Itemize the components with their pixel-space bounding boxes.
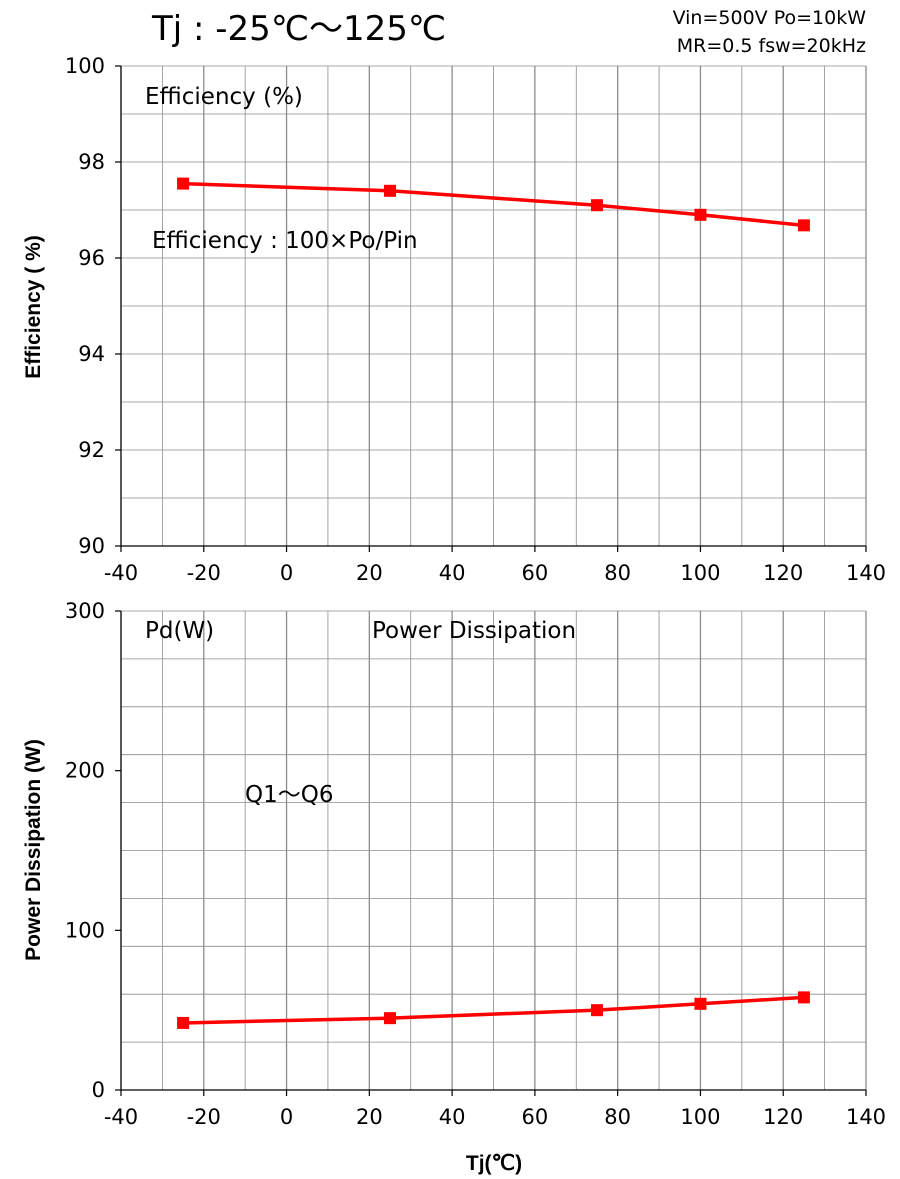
x-tick-label: 100 (680, 1105, 720, 1129)
y-tick-label: 94 (78, 342, 105, 366)
x-tick-label: 60 (522, 1105, 549, 1129)
x-tick-label: 140 (846, 561, 886, 585)
x-tick-label: -20 (187, 561, 221, 585)
efficiency-data-point (177, 177, 190, 190)
conditions-line-1: Vin=500V Po=10kW (673, 7, 867, 29)
x-tick-label: 40 (439, 561, 466, 585)
power-dissipation-data-point (694, 997, 707, 1010)
power-dissipation-panel: 0 100 200 300 -40 -20 0 20 40 60 80 100 120 140 Pd(W) P… (65, 599, 886, 1129)
power-dissipation-data-point (797, 991, 810, 1004)
x-tick-label: 60 (522, 561, 549, 585)
chart-annotation: Pd(W) (145, 618, 214, 644)
chart-annotation: Power Dissipation (372, 618, 576, 644)
chart-title: Tj : -25℃～125℃ (151, 9, 446, 49)
power-dissipation-data-point (177, 1016, 190, 1029)
y-tick-label: 100 (65, 918, 105, 942)
efficiency-panel: 90 92 94 96 98 100 -40 -20 0 20 40 60 80 100 120 140 Eff… (65, 54, 886, 585)
x-tick-label: 100 (680, 561, 720, 585)
x-tick-label: 20 (356, 561, 383, 585)
y-tick-label: 0 (92, 1078, 105, 1102)
x-tick-label: 80 (604, 561, 631, 585)
x-tick-label: 40 (439, 1105, 466, 1129)
x-tick-label: 0 (280, 561, 293, 585)
x-tick-label: 80 (604, 1105, 631, 1129)
y-tick-label: 98 (78, 150, 105, 174)
conditions-line-2: MR=0.5 fsw=20kHz (677, 35, 866, 57)
y-tick-label: 300 (65, 599, 105, 623)
power-dissipation-data-point (590, 1004, 603, 1017)
y-tick-label: 96 (78, 246, 105, 270)
efficiency-data-point (384, 184, 397, 197)
x-tick-label: 20 (356, 1105, 383, 1129)
chart-annotation: Q1～Q6 (245, 782, 333, 808)
y-tick-label: 200 (65, 759, 105, 783)
chart-annotation: Efficiency (%) (145, 84, 303, 110)
power-dissipation-y-axis-label: Power Dissipation (W) (22, 739, 45, 961)
x-tick-label: -40 (104, 1105, 138, 1129)
efficiency-y-axis-label: Efficiency ( %) (22, 235, 45, 379)
efficiency-data-point (694, 208, 707, 221)
y-tick-label: 90 (78, 534, 105, 558)
x-tick-label: 120 (763, 1105, 803, 1129)
x-tick-label: -40 (104, 561, 138, 585)
y-tick-label: 100 (65, 54, 105, 78)
chart-annotation: Efficiency : 100×Po/Pin (152, 228, 418, 254)
power-dissipation-data-point (384, 1012, 397, 1025)
efficiency-data-point (590, 199, 603, 212)
efficiency-data-point (797, 219, 810, 232)
x-tick-label: 0 (280, 1105, 293, 1129)
x-axis-label: Tj(℃) (466, 1152, 522, 1175)
x-tick-label: 140 (846, 1105, 886, 1129)
x-tick-label: -20 (187, 1105, 221, 1129)
x-tick-label: 120 (763, 561, 803, 585)
y-tick-label: 92 (78, 438, 105, 462)
